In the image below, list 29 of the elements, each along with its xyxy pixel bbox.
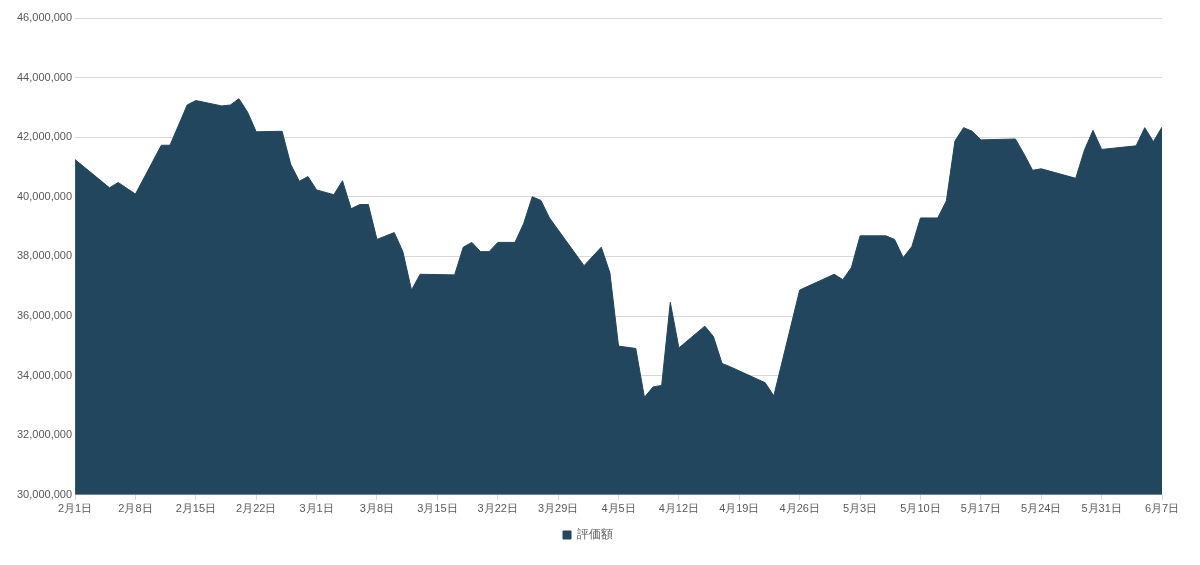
x-tick-label: 3月8日 [359, 502, 395, 515]
x-tick-label: 3月22日 [477, 502, 518, 515]
x-tick-label: 4月12日 [658, 502, 700, 515]
x-tick-label: 3月15日 [417, 502, 458, 515]
x-tick-label: 3月1日 [299, 502, 334, 515]
x-tick-label: 2月8日 [118, 502, 153, 515]
x-tick-label: 5月31日 [1081, 502, 1122, 515]
x-tick-label: 2月22日 [236, 502, 277, 515]
x-tick-label: 4月5日 [601, 502, 636, 515]
x-tick-label: 2月15日 [175, 502, 217, 515]
x-tick-label: 2月1日 [57, 502, 93, 515]
x-tick-label: 5月24日 [1021, 502, 1062, 515]
y-tick-label: 42,000,000 [16, 130, 73, 143]
y-tick-label: 46,000,000 [16, 11, 73, 24]
x-tick-label: 6月7日 [1144, 502, 1180, 515]
y-tick-label: 38,000,000 [16, 249, 73, 262]
x-tick-label: 4月19日 [719, 502, 760, 515]
x-tick-label: 5月10日 [900, 502, 941, 515]
x-tick-label: 3月29日 [537, 502, 579, 515]
y-tick-label: 44,000,000 [16, 70, 73, 83]
y-tick-label: 30,000,000 [16, 487, 73, 500]
x-tick-label: 5月17日 [960, 502, 1002, 515]
y-tick-label: 40,000,000 [16, 189, 73, 202]
y-tick-label: 32,000,000 [16, 428, 73, 441]
y-tick-label: 36,000,000 [16, 309, 73, 322]
x-tick-label: 5月3日 [842, 502, 878, 515]
x-tick-label: 4月26日 [779, 502, 820, 515]
y-tick-label: 34,000,000 [16, 368, 73, 381]
legend-label: 評価額 [577, 527, 613, 542]
